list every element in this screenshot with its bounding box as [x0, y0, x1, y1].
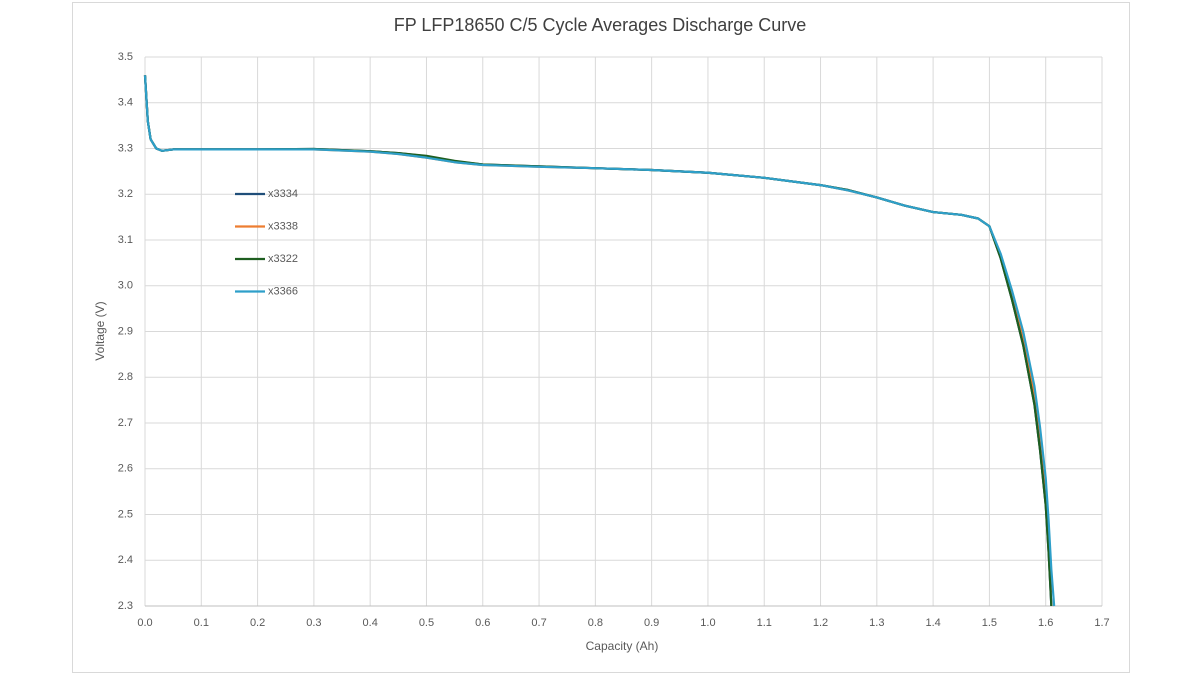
y-tick-label: 3.5	[118, 51, 133, 63]
x-tick-label: 0.8	[588, 617, 603, 629]
x-tick-label: 0.9	[644, 617, 659, 629]
x-tick-label: 1.3	[869, 617, 884, 629]
x-tick-label: 1.6	[1038, 617, 1053, 629]
x-tick-label: 0.7	[531, 617, 546, 629]
x-tick-label: 0.2	[250, 617, 265, 629]
y-tick-label: 3.3	[118, 142, 133, 154]
series-line	[143, 75, 1056, 607]
legend-label: x3338	[268, 220, 298, 232]
y-axis-label: Voltage (V)	[93, 301, 107, 360]
y-tick-label: 2.4	[118, 554, 133, 566]
x-tick-label: 1.4	[925, 617, 940, 629]
x-tick-label: 0.5	[419, 617, 434, 629]
y-tick-label: 3.4	[118, 97, 133, 109]
x-tick-label: 0.0	[137, 617, 152, 629]
y-tick-label: 2.9	[118, 325, 133, 337]
chart-title: FP LFP18650 C/5 Cycle Averages Discharge…	[394, 15, 807, 35]
y-tick-label: 3.1	[118, 234, 133, 246]
legend-label: x3322	[268, 253, 298, 265]
y-tick-label: 2.3	[118, 600, 133, 612]
x-tick-label: 0.3	[306, 617, 321, 629]
x-tick-label: 0.1	[194, 617, 209, 629]
x-tick-label: 1.5	[982, 617, 997, 629]
legend-label: x3334	[268, 188, 298, 200]
legend-label: x3366	[268, 285, 298, 297]
x-tick-label: 1.7	[1094, 617, 1109, 629]
x-tick-label: 0.6	[475, 617, 490, 629]
y-tick-label: 2.7	[118, 417, 133, 429]
y-tick-label: 2.5	[118, 508, 133, 520]
x-tick-label: 1.2	[813, 617, 828, 629]
x-tick-label: 1.1	[757, 617, 772, 629]
y-tick-label: 2.6	[118, 463, 133, 475]
x-tick-label: 0.4	[363, 617, 378, 629]
x-axis-label: Capacity (Ah)	[586, 639, 659, 653]
y-tick-label: 3.2	[118, 188, 133, 200]
y-tick-label: 2.8	[118, 371, 133, 383]
y-tick-label: 3.0	[118, 280, 133, 292]
x-tick-label: 1.0	[700, 617, 715, 629]
chart-border	[72, 2, 1130, 673]
